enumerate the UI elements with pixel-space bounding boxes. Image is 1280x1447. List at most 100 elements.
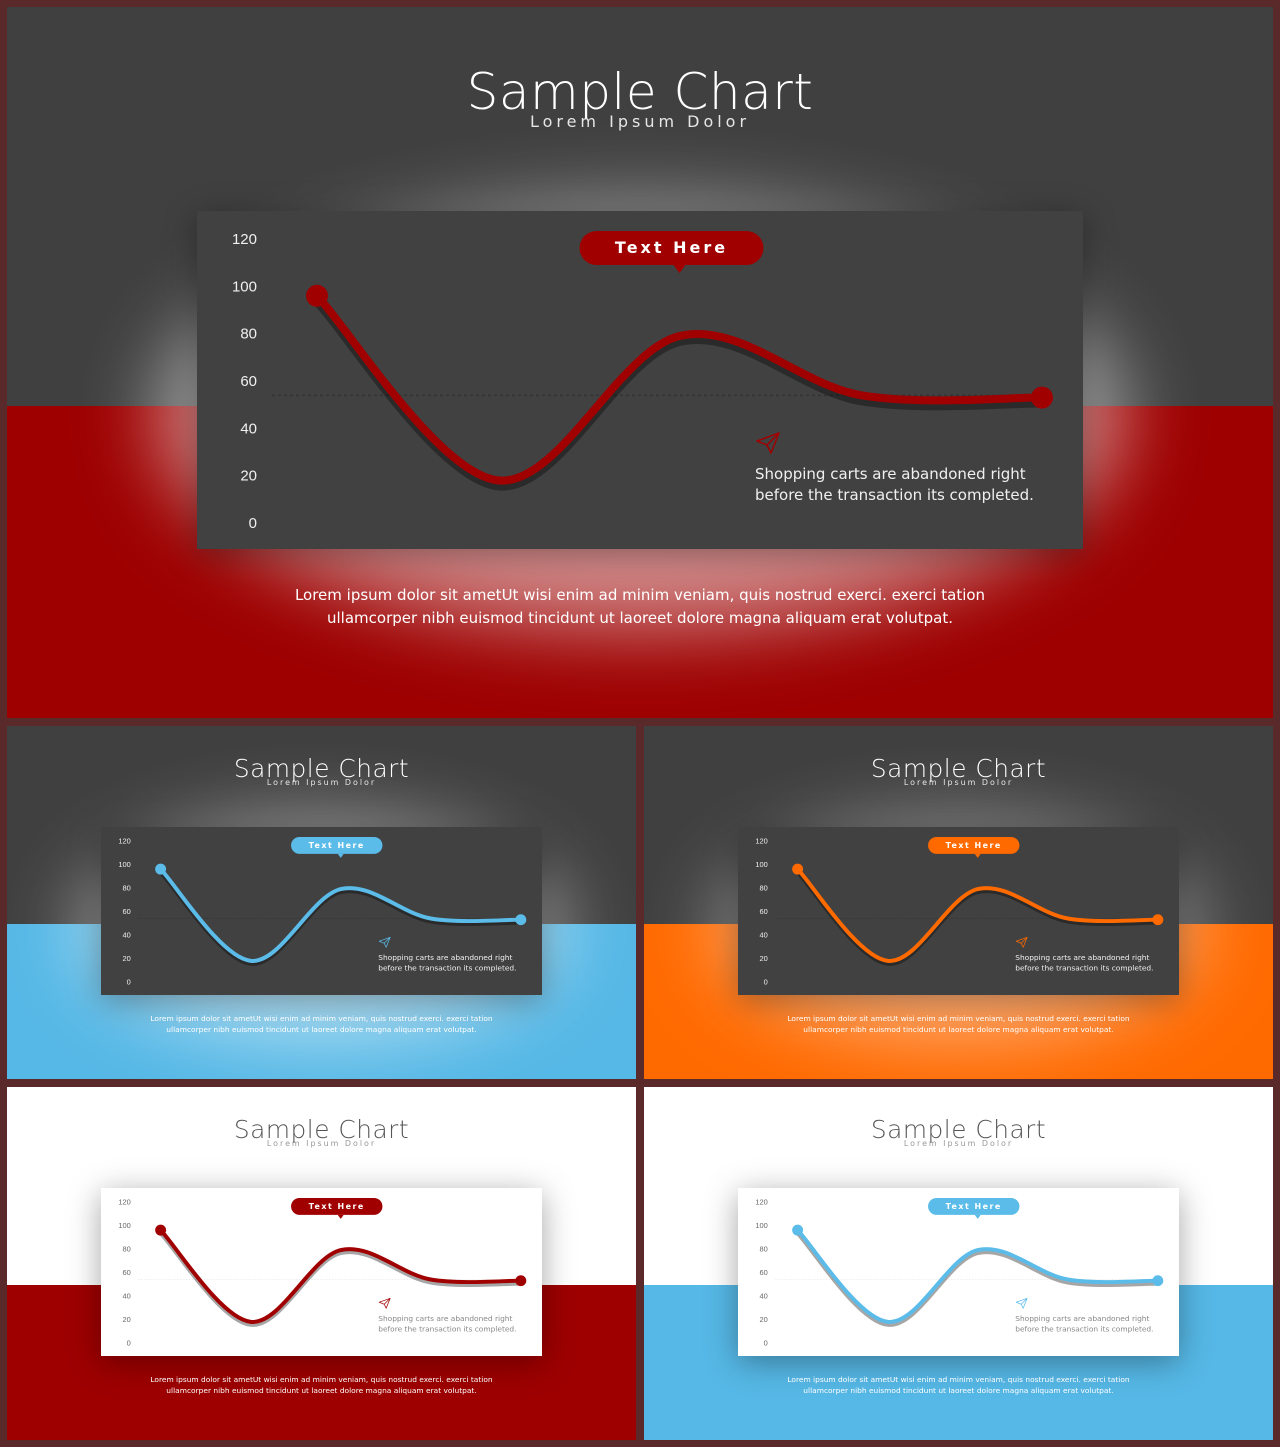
slide-subtitle: Lorem Ipsum Dolor xyxy=(266,1139,377,1149)
y-tick-label: 80 xyxy=(123,884,131,893)
data-point xyxy=(1158,1281,1159,1282)
y-tick-label: 80 xyxy=(760,884,768,893)
y-tick-label: 0 xyxy=(127,1339,131,1348)
slide-title: Sample Chart xyxy=(466,63,814,121)
y-tick-label: 20 xyxy=(760,1315,768,1324)
callout-label: Text Here xyxy=(946,841,1002,850)
y-tick-label: 20 xyxy=(760,954,768,963)
annotation-note: before the transaction its completed. xyxy=(379,964,517,973)
data-point xyxy=(431,1279,432,1280)
slide-main: Sample Chart Lorem Ipsum Dolor 0 20 40 60 80 10… xyxy=(7,7,1273,718)
slide-subtitle: Lorem Ipsum Dolor xyxy=(266,778,377,788)
y-tick-label: 0 xyxy=(764,978,768,987)
line-chart: 0 20 40 60 80 100 120 Text Here Shopping carts a… xyxy=(756,1198,1164,1348)
y-tick-label: 40 xyxy=(760,931,768,940)
data-point xyxy=(978,889,979,890)
y-tick-label: 100 xyxy=(756,1221,768,1230)
y-tick-label: 60 xyxy=(123,907,131,916)
chart-card: 0 20 40 60 80 100 120 Text Here Shopping carts a… xyxy=(101,827,542,996)
annotation-note: before the transaction its completed. xyxy=(1016,1325,1154,1334)
footer-paragraph-line: ullamcorper nibh euismod tincidunt ut la… xyxy=(327,609,953,627)
annotation-note: before the transaction its completed. xyxy=(755,486,1034,504)
line-chart: 0 20 40 60 80 100 120 Text Here Shopping carts a… xyxy=(756,837,1164,987)
paper-plane-icon xyxy=(379,937,391,948)
annotation-note: Shopping carts are abandoned right xyxy=(755,465,1026,483)
y-tick-label: 120 xyxy=(119,1198,131,1207)
line-chart: 0 20 40 60 80 100 120 Text Here Shopping carts a… xyxy=(119,837,527,987)
chart-card: 0 20 40 60 80 100 120 Text Here Shopping carts a… xyxy=(738,1188,1179,1357)
series-line xyxy=(159,1228,524,1325)
data-point-marker xyxy=(1152,1275,1164,1287)
annotation-note: Shopping carts are abandoned right xyxy=(1016,1314,1150,1323)
data-point-marker xyxy=(515,914,527,926)
data-point xyxy=(798,1230,799,1231)
chart-card: 0 20 40 60 80 100 120 Text Here Shopping carts a… xyxy=(101,1188,542,1357)
y-tick-label: 60 xyxy=(760,907,768,916)
y-tick-label: 120 xyxy=(756,1198,768,1207)
callout-label: Text Here xyxy=(615,238,728,257)
y-tick-label: 20 xyxy=(240,468,257,485)
footer-paragraph-line: Lorem ipsum dolor sit ametUt wisi enim a… xyxy=(150,1013,493,1023)
data-point xyxy=(1158,920,1159,921)
data-point xyxy=(521,920,522,921)
data-point xyxy=(521,1281,522,1282)
data-point xyxy=(860,394,862,396)
annotation-note: Shopping carts are abandoned right xyxy=(379,1314,513,1323)
data-point xyxy=(888,1322,889,1323)
paper-plane-icon xyxy=(1016,1298,1028,1309)
line-chart: 0 20 40 60 80 100 120 Text Here Shopping carts a… xyxy=(232,231,1053,532)
slide-red-light: Sample Chart Lorem Ipsum Dolor 0 20 40 60 80 10… xyxy=(7,1087,636,1440)
data-point xyxy=(431,918,432,919)
y-tick-label: 80 xyxy=(240,326,257,343)
data-point xyxy=(161,1230,162,1231)
y-tick-label: 0 xyxy=(764,1339,768,1348)
y-tick-label: 20 xyxy=(123,954,131,963)
footer-paragraph-line: Lorem ipsum dolor sit ametUt wisi enim a… xyxy=(150,1374,493,1384)
footer-paragraph-line: Lorem ipsum dolor sit ametUt wisi enim a… xyxy=(787,1374,1130,1384)
data-point xyxy=(497,479,499,481)
y-tick-label: 100 xyxy=(119,1221,131,1230)
y-tick-label: 120 xyxy=(119,837,131,846)
data-point xyxy=(1041,397,1043,399)
y-tick-label: 120 xyxy=(232,231,257,248)
data-point-marker xyxy=(155,1225,167,1236)
data-point-marker xyxy=(515,1275,527,1287)
data-point xyxy=(316,295,318,297)
slide-subtitle: Lorem Ipsum Dolor xyxy=(903,778,1014,788)
annotation-note: Shopping carts are abandoned right xyxy=(379,953,513,962)
data-point xyxy=(1068,918,1069,919)
series-line xyxy=(313,291,1046,485)
paper-plane-icon xyxy=(379,1298,391,1309)
data-point-marker xyxy=(155,864,167,875)
y-tick-label: 20 xyxy=(123,1315,131,1324)
y-tick-label: 0 xyxy=(249,515,257,532)
y-tick-label: 80 xyxy=(760,1245,768,1254)
data-point xyxy=(251,1322,252,1323)
data-point xyxy=(1068,1279,1069,1280)
y-tick-label: 0 xyxy=(127,978,131,987)
paper-plane-icon xyxy=(756,432,780,454)
data-point xyxy=(679,335,681,337)
series-line-shadow xyxy=(795,1230,1161,1328)
callout-label: Text Here xyxy=(946,1202,1002,1211)
series-line-shadow xyxy=(312,295,1047,491)
annotation-note: before the transaction its completed. xyxy=(1016,964,1154,973)
y-tick-label: 40 xyxy=(123,931,131,940)
series-line xyxy=(796,867,1161,964)
slide-blue-light: Sample Chart Lorem Ipsum Dolor 0 20 40 60 80 10… xyxy=(644,1087,1273,1440)
y-tick-label: 40 xyxy=(760,1292,768,1301)
slide-subtitle: Lorem Ipsum Dolor xyxy=(903,1139,1014,1149)
series-line xyxy=(159,867,524,964)
data-point xyxy=(251,961,252,962)
chart-card: 0 20 40 60 80 100 120 Text Here Shopping carts a… xyxy=(738,827,1179,996)
footer-paragraph-line: ullamcorper nibh euismod tincidunt ut la… xyxy=(166,1386,477,1396)
y-tick-label: 100 xyxy=(232,278,257,295)
callout-bubble: Text Here xyxy=(291,1198,383,1220)
y-tick-label: 80 xyxy=(123,1245,131,1254)
series-line-shadow xyxy=(158,1230,524,1328)
series-line-shadow xyxy=(158,869,524,967)
data-point xyxy=(341,889,342,890)
data-point-marker xyxy=(1031,386,1053,409)
series-line-shadow xyxy=(795,869,1161,967)
footer-paragraph-line: Lorem ipsum dolor sit ametUt wisi enim a… xyxy=(294,586,986,604)
